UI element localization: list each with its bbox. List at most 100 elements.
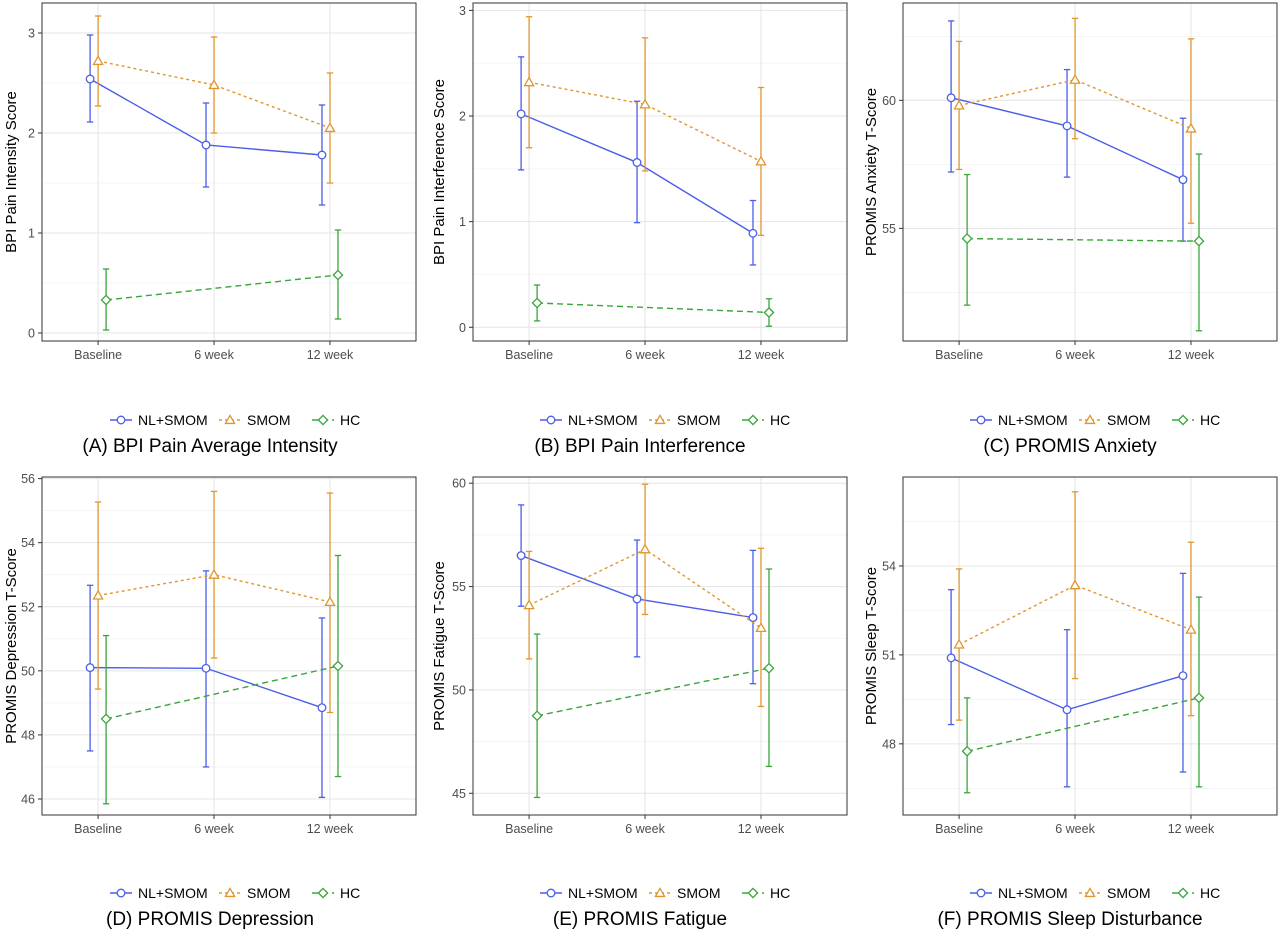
series-line-hc (537, 302, 770, 314)
legend-item-nl-smom: NL+SMOM (970, 885, 1068, 901)
legend-item-hc: HC (312, 885, 360, 901)
legend-item-nl-smom: NL+SMOM (970, 412, 1068, 428)
y-axis-title: BPI Pain Intensity Score (3, 91, 20, 253)
point-nl-smom (748, 228, 758, 238)
chart-panel-4: 46 48 50 52 54 56 Baseline 6 week 12 week PROMIS … (3, 472, 417, 930)
plot-background (903, 477, 1277, 815)
legend-item-hc: HC (312, 412, 360, 428)
point-hc (531, 710, 543, 722)
chart-panel-1: 0 1 2 3 Baseline 6 week 12 week BPI Pain Intens… (3, 2, 417, 457)
point-nl-smom (516, 551, 526, 561)
panel-border (41, 2, 417, 342)
legend: NL+SMOM SMOM HC (540, 412, 790, 428)
point-hc (531, 297, 543, 309)
series-hc (531, 568, 775, 799)
legend-key-marker (546, 415, 556, 425)
point-smom (639, 98, 651, 109)
point-smom (639, 543, 651, 554)
y-tick-label: 0 (459, 321, 466, 335)
panel-border (472, 2, 848, 342)
plot-background (473, 477, 847, 815)
legend-item-hc: HC (1172, 412, 1220, 428)
series-line-smom (958, 584, 1192, 646)
legend-label: NL+SMOM (138, 412, 208, 428)
x-tick-label: Baseline (505, 822, 553, 836)
legend-item-smom: SMOM (1079, 885, 1151, 901)
panel-border (41, 476, 417, 816)
point-nl-smom (1062, 121, 1072, 131)
legend-label: HC (770, 412, 790, 428)
x-tick-label: 6 week (625, 822, 665, 836)
x-tick-label: Baseline (505, 348, 553, 362)
legend-key-marker (654, 887, 666, 898)
legend-label: NL+SMOM (568, 412, 638, 428)
panel-caption: (A) BPI Pain Average Intensity (82, 436, 338, 457)
point-smom (1069, 73, 1081, 84)
series-nl-smom (85, 34, 327, 206)
legend-label: NL+SMOM (998, 412, 1068, 428)
legend-label: HC (1200, 412, 1220, 428)
x-tick-label: 12 week (738, 348, 785, 362)
legend-label: HC (340, 885, 360, 901)
legend-item-nl-smom: NL+SMOM (540, 885, 638, 901)
y-tick-label: 52 (21, 600, 35, 614)
legend-item-smom: SMOM (1079, 412, 1151, 428)
series-nl-smom (85, 570, 327, 799)
point-hc (332, 660, 344, 672)
series-hc (961, 153, 1205, 332)
point-hc (1193, 692, 1205, 704)
y-tick-label: 3 (28, 27, 35, 41)
legend-label: SMOM (247, 412, 291, 428)
point-smom (1069, 579, 1081, 590)
y-tick-label: 1 (459, 215, 466, 229)
x-tick-label: 6 week (194, 822, 234, 836)
legend-item-hc: HC (742, 885, 790, 901)
panel-border (902, 476, 1278, 816)
point-nl-smom (1062, 705, 1072, 715)
series-hc (531, 284, 775, 327)
legend-item-hc: HC (742, 412, 790, 428)
point-smom (1185, 623, 1197, 634)
series-hc (961, 596, 1205, 794)
legend-label: HC (1200, 885, 1220, 901)
x-tick-label: 6 week (194, 348, 234, 362)
legend-item-smom: SMOM (649, 885, 721, 901)
y-tick-label: 60 (452, 477, 466, 491)
point-nl-smom (85, 663, 95, 673)
series-nl-smom (516, 56, 758, 266)
point-smom (953, 99, 965, 110)
x-tick-label: Baseline (74, 348, 122, 362)
chart-panel-3: 55 60 Baseline 6 week 12 week PROMIS Anxiety … (863, 2, 1278, 457)
legend-key-marker (747, 414, 759, 426)
plot-background (903, 3, 1277, 341)
series-hc (100, 554, 344, 805)
legend-label: NL+SMOM (138, 885, 208, 901)
y-tick-label: 48 (21, 728, 35, 742)
y-tick-label: 54 (882, 559, 896, 573)
legend-label: HC (340, 412, 360, 428)
legend-key-marker (1084, 887, 1096, 898)
point-nl-smom (1178, 175, 1188, 185)
y-tick-label: 50 (21, 664, 35, 678)
chart-panel-6: 48 51 54 Baseline 6 week 12 week PROMIS Sleep … (863, 476, 1278, 930)
point-smom (92, 589, 104, 600)
panel-caption: (B) BPI Pain Interference (534, 436, 745, 457)
point-smom (523, 76, 535, 87)
y-tick-label: 60 (882, 94, 896, 108)
legend-key-marker (116, 888, 126, 898)
legend-key-marker (224, 887, 236, 898)
legend-item-smom: SMOM (219, 885, 291, 901)
legend-item-nl-smom: NL+SMOM (540, 412, 638, 428)
series-smom (92, 15, 336, 184)
legend-key-marker (976, 888, 986, 898)
y-tick-label: 55 (882, 222, 896, 236)
legend-key-marker (317, 414, 329, 426)
legend-key-marker (224, 414, 236, 425)
point-smom (953, 638, 965, 649)
point-nl-smom (946, 653, 956, 663)
point-nl-smom (748, 613, 758, 623)
series-line-smom (528, 81, 762, 163)
legend-label: NL+SMOM (568, 885, 638, 901)
point-smom (324, 596, 336, 607)
legend-label: SMOM (677, 885, 721, 901)
